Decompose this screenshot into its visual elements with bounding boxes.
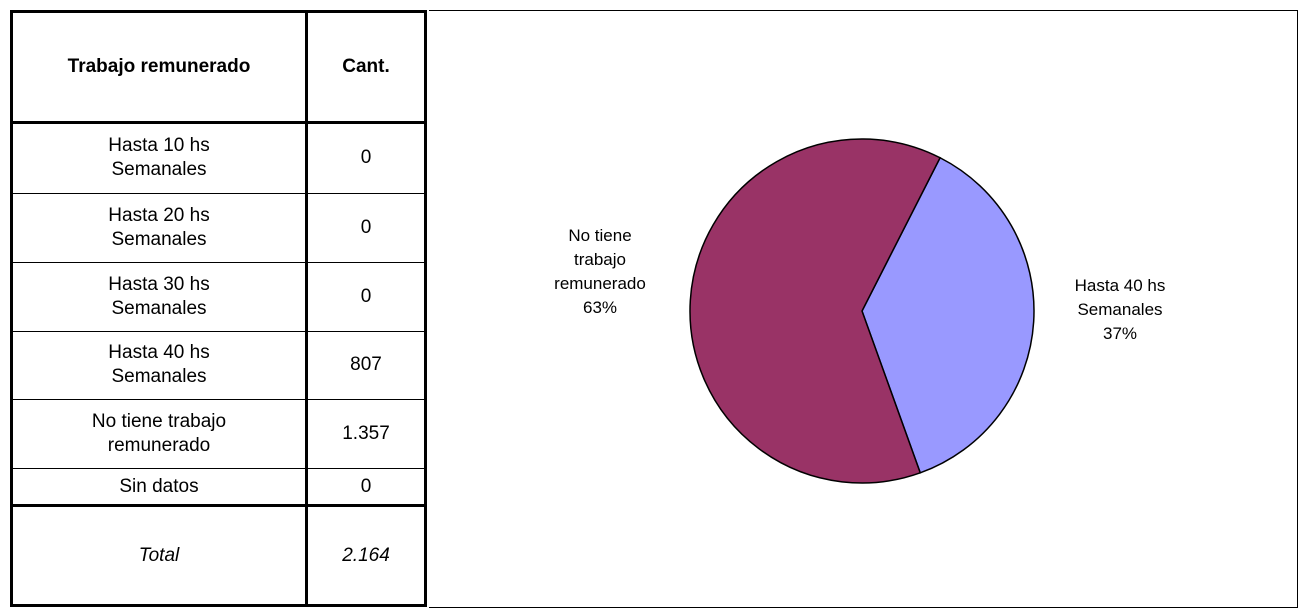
data-table: Trabajo remunerado Cant. Hasta 10 hs Sem… xyxy=(10,10,427,607)
slice-percent: 63% xyxy=(582,298,618,317)
table-row: No tiene trabajo remunerado 1.357 xyxy=(11,399,426,470)
pie-slice xyxy=(861,156,1035,474)
row-value: 0 xyxy=(306,468,426,507)
row-value: 807 xyxy=(306,330,426,401)
row-value: 0 xyxy=(306,192,426,263)
table-row: Hasta 20 hs Semanales 0 xyxy=(11,192,426,263)
table-row: Hasta 10 hs Semanales 0 xyxy=(11,122,426,194)
row-value: 0 xyxy=(306,122,426,194)
header-cell: Cant. xyxy=(306,10,426,125)
table-body: Hasta 10 hs Semanales 0 Hasta 20 hs Semana… xyxy=(11,122,426,507)
table-row: Hasta 30 hs Semanales 0 xyxy=(11,261,426,332)
pie-slice xyxy=(689,138,942,484)
row-value: 0 xyxy=(306,261,426,332)
row-label: Hasta 40 hs Semanales xyxy=(108,342,210,388)
row-label: Hasta 20 hs Semanales xyxy=(108,204,210,250)
header-row: Trabajo remunerado Cant. xyxy=(11,10,426,125)
row-label-cell: Hasta 10 hs Semanales xyxy=(11,122,308,194)
row-label-cell: No tiene trabajo remunerado xyxy=(11,399,308,470)
row-label: Hasta 30 hs Semanales xyxy=(108,273,210,319)
row-label: Sin datos xyxy=(119,475,199,497)
total-value: 2.164 xyxy=(306,504,426,606)
total-row: Total 2.164 xyxy=(11,504,426,606)
table-row: Sin datos 0 xyxy=(11,468,426,507)
slice-label: No tiene trabajo remunerado 63% xyxy=(540,224,660,320)
pie-chart xyxy=(689,138,1035,484)
table-row: Hasta 40 hs Semanales 807 xyxy=(11,330,426,401)
chart-area xyxy=(429,10,1298,608)
slice-category: Hasta 40 hs Semanales xyxy=(1074,276,1166,319)
row-label-cell: Hasta 40 hs Semanales xyxy=(11,330,308,401)
slice-label: Hasta 40 hs Semanales 37% xyxy=(1060,274,1180,346)
header-cell: Trabajo remunerado xyxy=(11,10,308,125)
slice-category: No tiene trabajo remunerado xyxy=(554,226,646,293)
row-label: No tiene trabajo remunerado xyxy=(91,411,227,457)
row-label-cell: Hasta 30 hs Semanales xyxy=(11,261,308,332)
row-label-cell: Sin datos xyxy=(11,468,308,507)
row-label: Hasta 10 hs Semanales xyxy=(108,135,210,181)
row-value: 1.357 xyxy=(306,399,426,470)
total-label: Total xyxy=(11,504,308,606)
slice-percent: 37% xyxy=(1102,324,1138,343)
row-label-cell: Hasta 20 hs Semanales xyxy=(11,192,308,263)
